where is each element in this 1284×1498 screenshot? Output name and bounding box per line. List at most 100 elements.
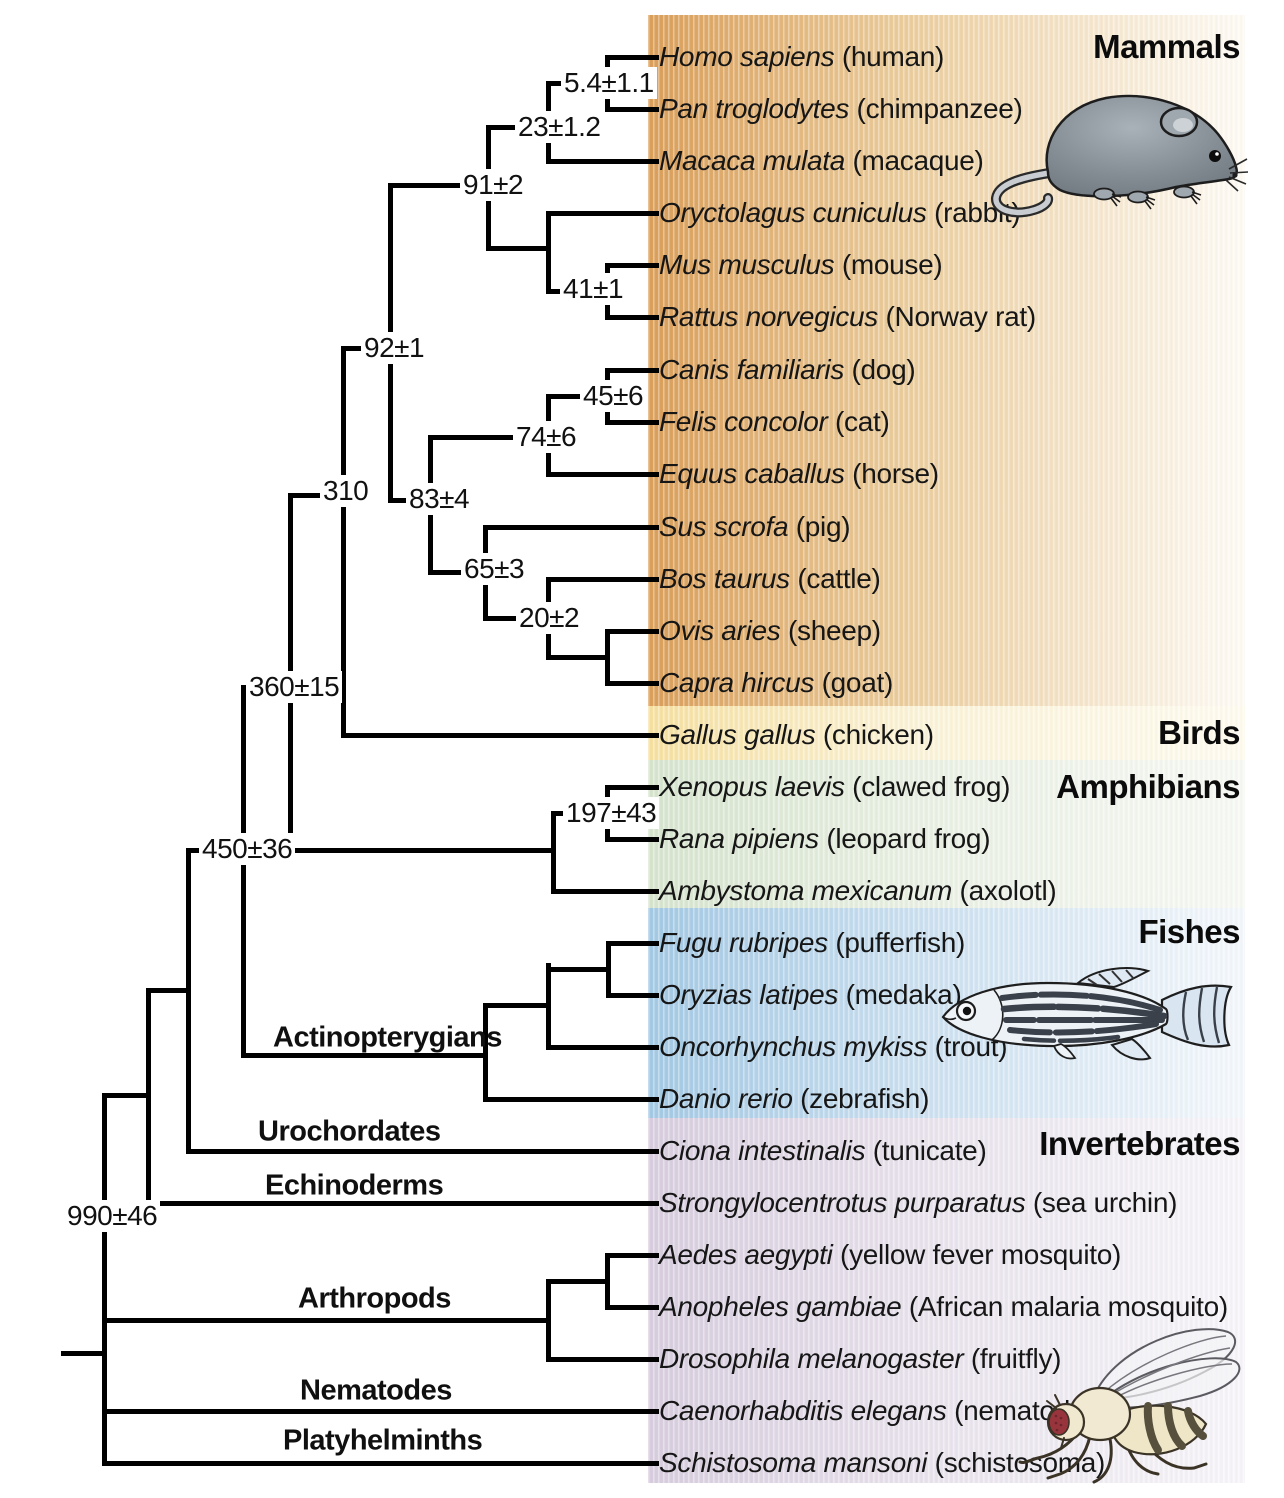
branch-horizontal xyxy=(145,1200,659,1206)
species-scientific-name: Danio rerio xyxy=(659,1083,793,1114)
branch-horizontal xyxy=(145,987,191,993)
branch-horizontal xyxy=(427,569,488,575)
node-age-label: 450±36 xyxy=(199,833,296,865)
species-scientific-name: Oncorhynchus mykiss xyxy=(659,1031,928,1062)
branch-horizontal xyxy=(604,836,659,842)
branch-horizontal xyxy=(545,210,659,216)
node-age-label: 65±3 xyxy=(461,553,528,585)
branch-horizontal xyxy=(485,245,551,251)
species-common-name: (axolotl) xyxy=(952,875,1057,906)
node-age-label: 5.4±1.1 xyxy=(561,67,657,99)
branch-horizontal xyxy=(387,182,491,188)
species-scientific-name: Mus musculus xyxy=(659,249,835,280)
branch-horizontal xyxy=(545,654,610,660)
node-age-label: 20±2 xyxy=(516,602,583,634)
group-label-birds: Birds xyxy=(1158,714,1240,751)
species-row: Oryctolagus cuniculus (rabbit) xyxy=(659,197,1021,229)
branch-horizontal xyxy=(604,1304,659,1310)
branch-horizontal xyxy=(340,732,659,738)
node-age-label: 92±1 xyxy=(361,332,428,364)
species-common-name: (cat) xyxy=(827,406,890,437)
node-age-label: 45±6 xyxy=(580,380,647,412)
species-scientific-name: Drosophila melanogaster xyxy=(659,1343,964,1374)
species-row: Macaca mulata (macaque) xyxy=(659,145,984,177)
species-scientific-name: Ovis aries xyxy=(659,615,781,646)
species-row: Felis concolor (cat) xyxy=(659,406,890,438)
species-row: Anopheles gambiae (African malaria mosqu… xyxy=(659,1291,1228,1323)
species-common-name: (clawed frog) xyxy=(844,771,1011,802)
branch-horizontal xyxy=(101,1460,659,1466)
species-scientific-name: Anopheles gambiae xyxy=(659,1291,902,1322)
species-row: Ambystoma mexicanum (axolotl) xyxy=(659,875,1057,907)
species-scientific-name: Schistosoma mansoni xyxy=(659,1447,928,1478)
species-scientific-name: Homo sapiens xyxy=(659,41,835,72)
species-row: Rana pipiens (leopard frog) xyxy=(659,823,991,855)
species-row: Equus caballus (horse) xyxy=(659,458,939,490)
branch-horizontal xyxy=(604,680,659,686)
node-age-label: 360±15 xyxy=(246,671,343,703)
node-age-label: 41±1 xyxy=(560,273,627,305)
clade-label-arthropods: Arthropods xyxy=(298,1282,451,1315)
species-common-name: (horse) xyxy=(844,458,939,489)
species-row: Gallus gallus (chicken) xyxy=(659,719,934,751)
branch-horizontal xyxy=(427,434,551,440)
branch-horizontal xyxy=(604,367,659,373)
zebrafish-illustration xyxy=(941,967,1233,1061)
species-scientific-name: Capra hircus xyxy=(659,667,815,698)
species-common-name: (chicken) xyxy=(815,719,934,750)
branch-horizontal xyxy=(185,847,556,853)
species-scientific-name: Ambystoma mexicanum xyxy=(659,875,953,906)
branch-horizontal xyxy=(545,1044,659,1050)
branch-horizontal xyxy=(545,158,659,164)
branch-horizontal xyxy=(605,992,659,998)
species-scientific-name: Pan troglodytes xyxy=(659,93,850,124)
branch-vertical xyxy=(185,847,191,1154)
species-common-name: (human) xyxy=(834,41,945,72)
branch-horizontal xyxy=(545,966,611,972)
node-age-label: 83±4 xyxy=(406,483,473,515)
species-row: Ciona intestinalis (tunicate) xyxy=(659,1135,987,1167)
node-age-label: 197±43 xyxy=(563,797,660,829)
species-scientific-name: Aedes aegypti xyxy=(659,1239,833,1270)
species-row: Strongylocentrotus purparatus (sea urchi… xyxy=(659,1187,1177,1219)
mouse-illustration xyxy=(991,94,1248,218)
species-row: Mus musculus (mouse) xyxy=(659,249,943,281)
group-label-amphibians: Amphibians xyxy=(1056,768,1240,805)
species-common-name: (tunicate) xyxy=(865,1135,987,1166)
branch-horizontal xyxy=(185,1148,659,1154)
species-scientific-name: Rattus norvegicus xyxy=(659,301,879,332)
branch-vertical xyxy=(340,345,346,738)
species-common-name: (mouse) xyxy=(834,249,943,280)
species-row: Sus scrofa (pig) xyxy=(659,511,851,543)
branch-horizontal xyxy=(604,1252,659,1258)
node-age-label: 23±1.2 xyxy=(515,111,604,143)
branch-horizontal xyxy=(604,419,659,425)
species-row: Canis familiaris (dog) xyxy=(659,354,916,386)
species-common-name: (yellow fever mosquito) xyxy=(832,1239,1122,1270)
species-common-name: (leopard frog) xyxy=(818,823,991,854)
species-row: Schistosoma mansoni (schistosoma) xyxy=(659,1447,1105,1479)
species-scientific-name: Felis concolor xyxy=(659,406,828,437)
band-birds xyxy=(648,706,1245,760)
species-scientific-name: Equus caballus xyxy=(659,458,845,489)
species-row: Bos taurus (cattle) xyxy=(659,563,881,595)
species-common-name: (cattle) xyxy=(789,563,881,594)
branch-horizontal xyxy=(60,1350,107,1356)
species-scientific-name: Oryzias latipes xyxy=(659,979,839,1010)
branch-horizontal xyxy=(604,54,659,60)
species-scientific-name: Macaca mulata xyxy=(659,145,845,176)
group-label-mammals: Mammals xyxy=(1093,28,1240,65)
species-common-name: (sheep) xyxy=(780,615,881,646)
branch-horizontal xyxy=(482,1096,659,1102)
species-row: Oryzias latipes (medaka) xyxy=(659,979,962,1011)
branch-horizontal xyxy=(545,471,659,477)
species-common-name: (goat) xyxy=(814,667,894,698)
species-row: Oncorhynchus mykiss (trout) xyxy=(659,1031,1008,1063)
species-common-name: (fruitfly) xyxy=(963,1343,1062,1374)
species-row: Danio rerio (zebrafish) xyxy=(659,1083,929,1115)
branch-horizontal xyxy=(604,106,659,112)
species-row: Aedes aegypti (yellow fever mosquito) xyxy=(659,1239,1121,1271)
species-common-name: (Norway rat) xyxy=(878,301,1036,332)
node-age-label: 310 xyxy=(320,475,372,507)
